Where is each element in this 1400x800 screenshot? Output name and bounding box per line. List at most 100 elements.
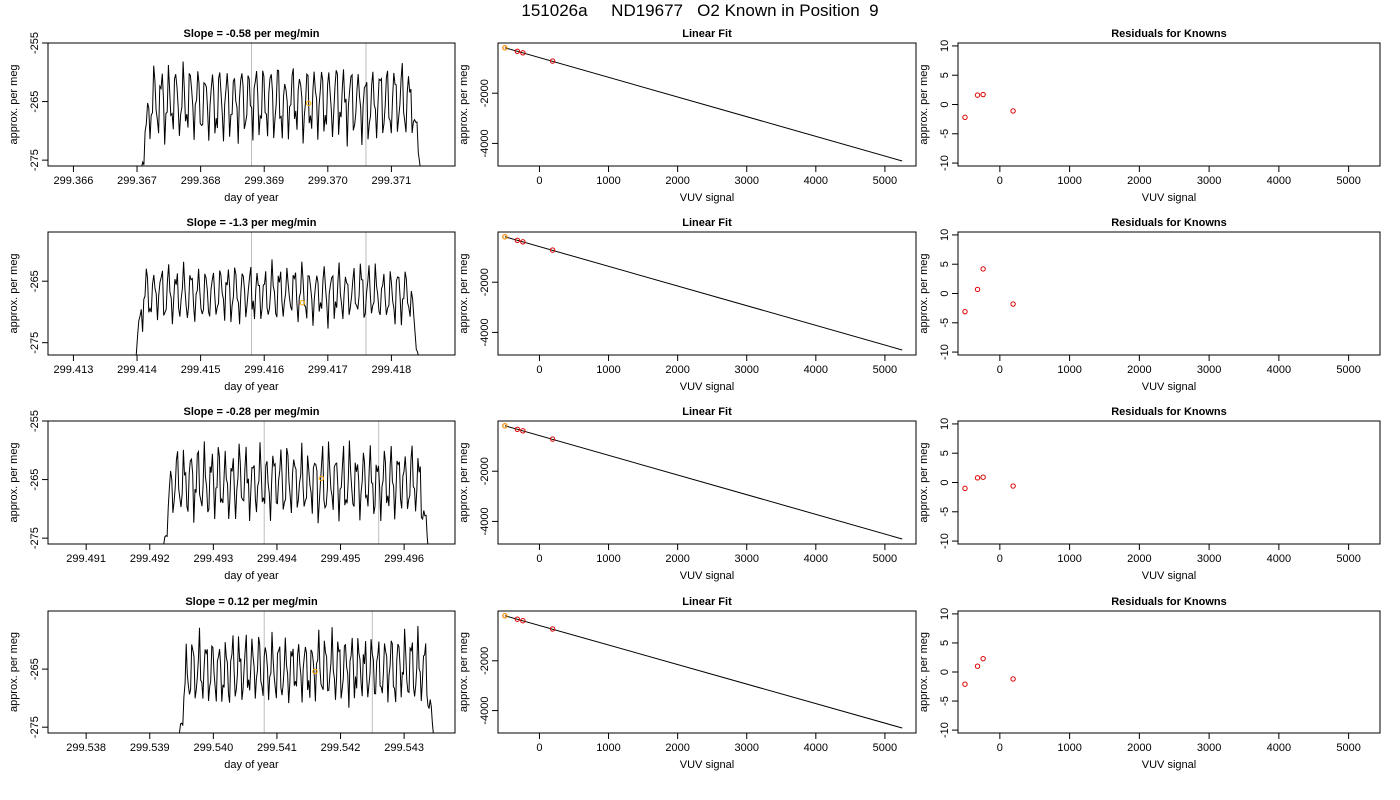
data-point (514, 616, 521, 622)
plot-area (502, 45, 903, 162)
data-point (549, 626, 556, 632)
x-tick-label: 2000 (665, 175, 689, 187)
x-tick-label: 0 (997, 742, 1003, 754)
x-tick-label: 1000 (1057, 553, 1081, 565)
x-tick-label: 299.415 (181, 364, 221, 376)
x-tick-label: 299.496 (384, 553, 424, 565)
y-tick-label: -2000 (479, 268, 491, 296)
x-axis-label: VUV signal (1142, 570, 1196, 582)
x-axis-label: day of year (224, 570, 279, 582)
x-tick-label: 4000 (804, 364, 828, 376)
x-tick-label: 5000 (1336, 553, 1360, 565)
data-point (520, 428, 526, 434)
data-point (514, 426, 521, 432)
y-tick-label: -2000 (479, 79, 491, 107)
panel-fit-row-1: Linear Fit 0 1000 2000 3000 4000 5000 -2000 -400… (458, 217, 917, 393)
y-tick-label: 10 (939, 418, 951, 430)
y-axis-label: approx. per meg (8, 253, 20, 333)
x-tick-label: 0 (536, 175, 542, 187)
x-tick-label: 299.413 (54, 364, 94, 376)
y-axis-label: approx. per meg (918, 632, 930, 712)
fit-line (504, 236, 903, 351)
y-tick-label: -275 (29, 149, 41, 171)
x-tick-label: 1000 (596, 364, 620, 376)
x-tick-label: 2000 (1127, 742, 1151, 754)
x-tick-label: 4000 (1267, 742, 1291, 754)
plot-frame (47, 420, 456, 545)
plot-frame (497, 231, 917, 356)
y-axis-label: approx. per meg (918, 442, 930, 522)
y-tick-label: -10 (939, 722, 951, 738)
residual-point (980, 474, 986, 480)
y-tick-label: 5 (939, 261, 951, 267)
x-tick-label: 5000 (873, 742, 897, 754)
panel-residuals-row-3: Residuals for Knowns 0 1000 2000 3000 4000 500… (918, 596, 1381, 771)
x-tick-label: 299.492 (130, 553, 170, 565)
x-tick-label: 0 (536, 742, 542, 754)
panel-title: Slope = -0.28 per meg/min (183, 406, 319, 418)
residual-point (1010, 483, 1016, 489)
y-tick-label: -5 (939, 318, 951, 328)
highlight-point (299, 300, 306, 306)
plot-area (502, 423, 903, 540)
x-tick-label: 3000 (734, 364, 758, 376)
plot-area (502, 613, 903, 729)
residual-point (980, 655, 986, 662)
x-axis-label: VUV signal (1142, 381, 1196, 393)
panel-timeseries-row-2: Slope = -0.28 per meg/min 299.491 299.492 2… (8, 406, 456, 582)
data-point (549, 436, 556, 442)
x-tick-label: 4000 (804, 175, 828, 187)
plot-area (141, 43, 421, 166)
panel-residuals-row-0: Residuals for Knowns 0 1000 2000 3000 4000 500… (918, 28, 1381, 204)
y-axis-label: approx. per meg (458, 442, 470, 522)
x-axis-label: VUV signal (1142, 759, 1196, 771)
y-axis-label: approx. per meg (458, 253, 470, 333)
y-tick-label: -4000 (479, 129, 491, 157)
fit-line (504, 47, 903, 162)
highlight-point (306, 100, 312, 107)
y-axis-label: approx. per meg (8, 64, 20, 144)
x-tick-label: 299.367 (117, 175, 157, 187)
y-axis-label: approx. per meg (8, 632, 20, 712)
data-trace (141, 61, 421, 166)
x-tick-label: 299.493 (193, 553, 233, 565)
panel-title: Slope = -1.3 per meg/min (187, 217, 317, 229)
x-tick-label: 299.416 (244, 364, 284, 376)
residual-point (1010, 676, 1016, 682)
y-tick-label: -265 (29, 91, 41, 113)
plot-frame (47, 610, 456, 734)
highlight-point (502, 45, 508, 51)
residual-point (962, 485, 968, 492)
y-axis-label: approx. per meg (918, 64, 930, 144)
panel-timeseries-row-1: Slope = -1.3 per meg/min 299.413 299.414 29… (8, 217, 456, 393)
x-tick-label: 0 (997, 553, 1003, 565)
residual-point (974, 286, 981, 293)
residual-point (962, 681, 968, 687)
plot-frame (957, 420, 1381, 545)
plot-frame (957, 610, 1381, 734)
residual-point (974, 475, 981, 481)
x-tick-label: 3000 (1197, 742, 1221, 754)
y-tick-label: 0 (939, 101, 951, 107)
residual-point (962, 114, 968, 121)
panel-residuals-row-2: Residuals for Knowns 0 1000 2000 3000 4000 500… (918, 406, 1381, 582)
plot-frame (497, 610, 917, 734)
panel-title: Slope = -0.58 per meg/min (183, 28, 319, 40)
x-axis-label: day of year (224, 759, 279, 771)
y-tick-label: -4000 (479, 697, 491, 725)
panel-timeseries-row-3: Slope = 0.12 per meg/min 299.538 299.539 29… (8, 596, 456, 771)
x-tick-label: 299.494 (257, 553, 297, 565)
fit-line (504, 425, 903, 540)
x-tick-label: 299.366 (54, 175, 94, 187)
x-tick-label: 299.543 (384, 742, 424, 754)
x-tick-label: 2000 (665, 742, 689, 754)
residual-point (980, 266, 986, 272)
x-tick-label: 5000 (1336, 175, 1360, 187)
y-axis-label: approx. per meg (458, 632, 470, 712)
x-tick-label: 299.368 (181, 175, 221, 187)
y-tick-label: -275 (29, 527, 41, 549)
y-tick-label: -265 (29, 469, 41, 491)
x-tick-label: 1000 (596, 553, 620, 565)
data-point (549, 247, 556, 253)
highlight-point (312, 668, 318, 675)
